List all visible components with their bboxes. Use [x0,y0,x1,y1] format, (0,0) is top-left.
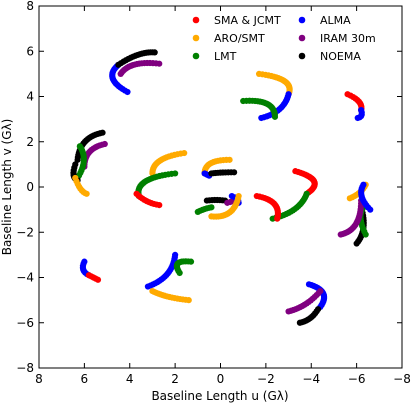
uv-point [362,231,369,238]
uv-point [208,204,215,211]
uv-point [172,251,179,258]
uv-point [208,213,215,220]
x-tick-label: 2 [171,372,179,386]
uv-point [258,114,265,122]
uv-point [176,269,183,277]
y-axis-label: Baseline Length v (Gλ) [0,119,14,256]
x-tick-label: 8 [35,372,43,386]
plot-frame [38,5,403,369]
uv-point [269,215,276,222]
uv-point [151,49,158,56]
legend-label: LMT [214,50,237,63]
legend-label: ALMA [320,14,351,27]
x-axis-label: Baseline Length u (Gλ) [151,389,288,403]
uv-point [354,114,361,122]
uv-point [271,113,279,120]
uv-point [274,215,281,222]
uv-point [83,190,90,197]
y-tick-label: −8 [16,361,34,375]
legend-label: IRAM 30m [320,32,376,45]
legend-marker [192,16,200,24]
y-tick-label: −4 [16,271,34,285]
x-tick-label: −4 [302,372,320,386]
uv-point [317,287,324,295]
uv-point [296,319,304,326]
x-tick-label: −2 [257,372,275,386]
y-tick-label: 2 [26,135,34,149]
legend-marker [192,52,200,60]
legend-marker [298,52,306,60]
uv-point [185,297,192,304]
uv-point [208,170,215,177]
uv-point [156,60,163,67]
legend-label: ARO/SMT [214,32,265,45]
y-tick-label: 4 [26,90,34,104]
y-tick-label: 0 [26,180,34,194]
legend-marker [192,34,200,42]
legend-label: SMA & JCMT [214,14,281,27]
uv-point [94,276,102,283]
tick-labels: 8 6 4 2 0 −2 −4 −6 −8 −8 −6 −4 −2 0 2 4 6 8 [16,0,411,386]
legend-label: NOEMA [320,50,361,63]
legend-marker [298,34,306,42]
uv-point [367,206,374,213]
y-tick-label: −6 [16,316,34,330]
x-tick-label: 6 [81,372,89,386]
x-tick-label: 4 [126,372,134,386]
x-tick-label: 0 [217,372,225,386]
tracks [70,49,374,326]
y-tick-label: 6 [26,44,34,58]
uv-point [156,202,163,209]
y-tick-label: −2 [16,225,34,239]
ticks [38,5,403,369]
x-tick-label: −6 [348,372,366,386]
y-tick-label: 8 [26,0,34,13]
legend: SMA & JCMT ALMA ARO/SMT IRAM 30m LMT NOEMA [192,14,376,63]
x-tick-label: −8 [393,372,411,386]
legend-marker [298,16,306,24]
